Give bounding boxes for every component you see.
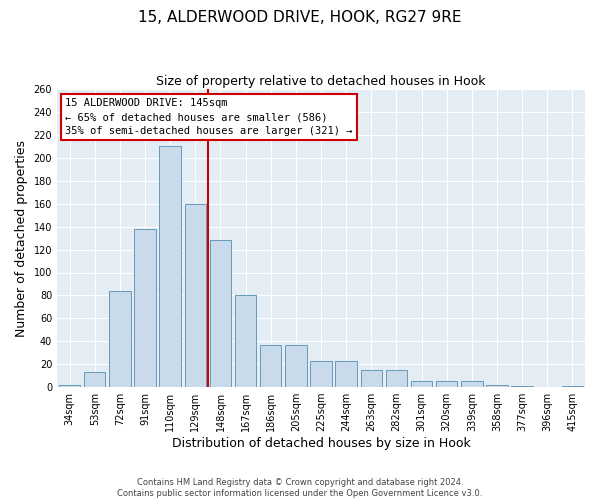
- Y-axis label: Number of detached properties: Number of detached properties: [15, 140, 28, 336]
- Bar: [436, 382, 457, 387]
- Text: 15, ALDERWOOD DRIVE, HOOK, RG27 9RE: 15, ALDERWOOD DRIVE, HOOK, RG27 9RE: [138, 10, 462, 25]
- Bar: [134, 229, 156, 387]
- Bar: [84, 372, 106, 387]
- Bar: [260, 344, 281, 387]
- Title: Size of property relative to detached houses in Hook: Size of property relative to detached ho…: [156, 75, 486, 88]
- Bar: [361, 370, 382, 387]
- Bar: [109, 291, 131, 387]
- Bar: [160, 146, 181, 387]
- Bar: [386, 370, 407, 387]
- Bar: [210, 240, 231, 387]
- X-axis label: Distribution of detached houses by size in Hook: Distribution of detached houses by size …: [172, 437, 470, 450]
- Bar: [285, 344, 307, 387]
- Bar: [511, 386, 533, 387]
- Bar: [185, 204, 206, 387]
- Text: 15 ALDERWOOD DRIVE: 145sqm
← 65% of detached houses are smaller (586)
35% of sem: 15 ALDERWOOD DRIVE: 145sqm ← 65% of deta…: [65, 98, 352, 136]
- Bar: [487, 385, 508, 387]
- Text: Contains HM Land Registry data © Crown copyright and database right 2024.
Contai: Contains HM Land Registry data © Crown c…: [118, 478, 482, 498]
- Bar: [59, 385, 80, 387]
- Bar: [310, 360, 332, 387]
- Bar: [461, 382, 482, 387]
- Bar: [411, 382, 432, 387]
- Bar: [562, 386, 583, 387]
- Bar: [335, 360, 357, 387]
- Bar: [235, 296, 256, 387]
